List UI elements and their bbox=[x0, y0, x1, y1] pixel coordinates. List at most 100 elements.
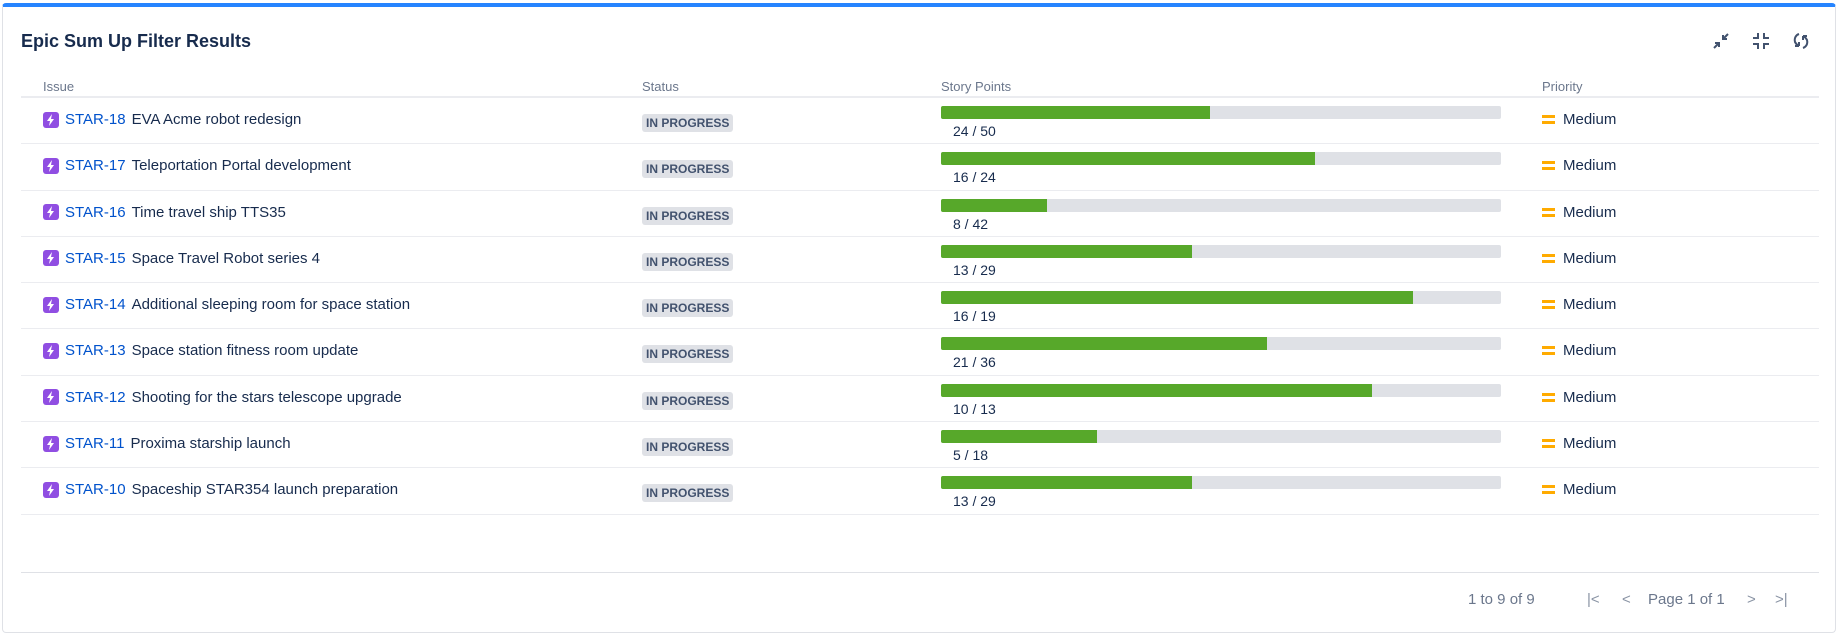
priority-medium-icon bbox=[1542, 300, 1555, 310]
last-page-button[interactable]: >| bbox=[1775, 591, 1788, 608]
priority-medium-icon bbox=[1542, 115, 1555, 124]
gadget-toolbar bbox=[1709, 29, 1813, 53]
column-header-issue[interactable]: Issue bbox=[43, 79, 75, 94]
refresh-icon[interactable] bbox=[1789, 29, 1813, 53]
column-header-story-points[interactable]: Story Points bbox=[941, 79, 1012, 94]
story-points-text: 16 / 19 bbox=[953, 308, 996, 325]
story-points-text: 21 / 36 bbox=[953, 354, 996, 371]
priority-medium-icon bbox=[1542, 485, 1555, 495]
table-row: STAR-16 Time travel ship TTS35 IN PROGRE… bbox=[21, 191, 1819, 237]
priority-label: Medium bbox=[1563, 203, 1617, 221]
priority-label: Medium bbox=[1563, 342, 1617, 360]
progress-fill bbox=[941, 198, 1048, 212]
result-range: 1 to 9 of 9 bbox=[1468, 591, 1535, 608]
status-badge: IN PROGRESS bbox=[642, 299, 734, 318]
collapse-arrows-icon[interactable] bbox=[1709, 29, 1733, 53]
priority-medium-icon bbox=[1542, 392, 1555, 402]
issue-key-link[interactable]: STAR-16 bbox=[65, 203, 126, 221]
story-points-progress-bar bbox=[941, 337, 1501, 351]
progress-fill bbox=[941, 152, 1315, 166]
issue-summary: Proxima starship launch bbox=[130, 435, 291, 453]
priority-label: Medium bbox=[1563, 157, 1617, 175]
priority-medium-icon bbox=[1542, 161, 1555, 171]
column-header-status[interactable]: Status bbox=[642, 79, 679, 94]
story-points-cell: 10 / 13 bbox=[941, 383, 1501, 417]
issue-key-link[interactable]: STAR-14 bbox=[65, 296, 126, 314]
issue-key-link[interactable]: STAR-11 bbox=[65, 435, 125, 453]
issue-key-link[interactable]: STAR-17 bbox=[65, 157, 126, 175]
priority-label: Medium bbox=[1563, 249, 1617, 267]
table-row: STAR-12 Shooting for the stars telescope… bbox=[21, 376, 1819, 423]
issue-cell: STAR-18 EVA Acme robot redesign bbox=[43, 111, 301, 128]
gadget-panel: Epic Sum Up Filter Results Issue Status … bbox=[2, 3, 1836, 633]
issue-summary: Teleportation Portal development bbox=[131, 157, 351, 175]
epic-icon bbox=[43, 111, 59, 128]
progress-fill bbox=[941, 244, 1192, 258]
story-points-progress-bar bbox=[941, 152, 1501, 166]
priority-cell: Medium bbox=[1542, 204, 1616, 221]
story-points-text: 13 / 29 bbox=[953, 261, 996, 278]
first-page-button[interactable]: |< bbox=[1587, 591, 1600, 608]
table-row: STAR-15 Space Travel Robot series 4 IN P… bbox=[21, 237, 1819, 284]
story-points-cell: 16 / 19 bbox=[941, 291, 1501, 324]
pagination-bar: 1 to 9 of 9 |< < Page 1 of 1 > >| bbox=[21, 572, 1819, 608]
priority-label: Medium bbox=[1563, 435, 1617, 453]
issue-key-link[interactable]: STAR-13 bbox=[65, 342, 126, 360]
story-points-text: 13 / 29 bbox=[953, 493, 996, 510]
issue-cell: STAR-13 Space station fitness room updat… bbox=[43, 342, 358, 359]
table-row: STAR-13 Space station fitness room updat… bbox=[21, 329, 1819, 376]
status-badge: IN PROGRESS bbox=[642, 252, 734, 271]
next-page-button[interactable]: > bbox=[1747, 591, 1756, 608]
issue-cell: STAR-14 Additional sleeping room for spa… bbox=[43, 296, 410, 313]
progress-fill bbox=[941, 383, 1372, 397]
story-points-cell: 13 / 29 bbox=[941, 244, 1501, 278]
story-points-progress-bar bbox=[941, 291, 1501, 305]
results-table: Issue Status Story Points Priority STAR-… bbox=[21, 71, 1819, 515]
priority-medium-icon bbox=[1542, 439, 1555, 449]
page-indicator: Page 1 of 1 bbox=[1648, 591, 1725, 608]
table-row: STAR-11 Proxima starship launch IN PROGR… bbox=[21, 422, 1819, 469]
story-points-progress-bar bbox=[941, 383, 1501, 397]
progress-fill bbox=[941, 291, 1413, 305]
issue-summary: Space Travel Robot series 4 bbox=[131, 249, 321, 267]
story-points-cell: 16 / 24 bbox=[941, 152, 1501, 185]
minimize-icon[interactable] bbox=[1749, 29, 1773, 53]
status-badge: IN PROGRESS bbox=[642, 114, 734, 132]
table-row: STAR-10 Spaceship STAR354 launch prepara… bbox=[21, 468, 1819, 515]
progress-fill bbox=[941, 476, 1192, 490]
priority-cell: Medium bbox=[1542, 389, 1616, 406]
priority-cell: Medium bbox=[1542, 481, 1616, 498]
issue-key-link[interactable]: STAR-18 bbox=[65, 111, 126, 128]
table-row: STAR-14 Additional sleeping room for spa… bbox=[21, 283, 1819, 330]
epic-icon bbox=[43, 204, 59, 221]
story-points-progress-bar bbox=[941, 476, 1501, 490]
issue-summary: Additional sleeping room for space stati… bbox=[131, 296, 411, 314]
priority-label: Medium bbox=[1563, 481, 1617, 499]
status-badge: IN PROGRESS bbox=[642, 438, 734, 457]
priority-cell: Medium bbox=[1542, 296, 1616, 313]
story-points-cell: 5 / 18 bbox=[941, 430, 1501, 463]
epic-icon bbox=[43, 389, 59, 406]
issue-key-link[interactable]: STAR-12 bbox=[65, 388, 126, 406]
issue-summary: Time travel ship TTS35 bbox=[131, 203, 286, 221]
story-points-progress-bar bbox=[941, 244, 1501, 258]
story-points-cell: 24 / 50 bbox=[941, 106, 1501, 139]
issue-summary: Space station fitness room update bbox=[131, 342, 359, 360]
epic-icon bbox=[43, 481, 59, 498]
issue-key-link[interactable]: STAR-15 bbox=[65, 249, 126, 267]
issue-summary: Shooting for the stars telescope upgrade bbox=[131, 388, 402, 406]
table-header: Issue Status Story Points Priority bbox=[21, 71, 1819, 98]
priority-label: Medium bbox=[1563, 296, 1617, 314]
previous-page-button[interactable]: < bbox=[1622, 591, 1631, 608]
story-points-cell: 21 / 36 bbox=[941, 337, 1501, 370]
priority-cell: Medium bbox=[1542, 157, 1616, 174]
story-points-text: 24 / 50 bbox=[953, 123, 996, 139]
story-points-text: 8 / 42 bbox=[953, 215, 989, 232]
issue-key-link[interactable]: STAR-10 bbox=[65, 481, 126, 499]
issue-cell: STAR-10 Spaceship STAR354 launch prepara… bbox=[43, 481, 398, 498]
gadget-title: Epic Sum Up Filter Results bbox=[21, 31, 252, 51]
column-header-priority[interactable]: Priority bbox=[1542, 79, 1583, 94]
table-row: STAR-17 Teleportation Portal development… bbox=[21, 144, 1819, 191]
issue-cell: STAR-11 Proxima starship launch bbox=[43, 435, 291, 452]
story-points-progress-bar bbox=[941, 106, 1501, 119]
